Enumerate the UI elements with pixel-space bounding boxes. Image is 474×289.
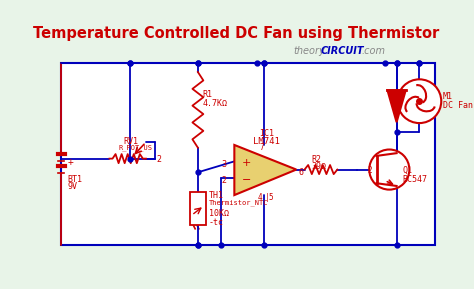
Circle shape <box>398 79 441 123</box>
Text: .com: .com <box>361 46 385 55</box>
Text: |: | <box>265 193 270 202</box>
Text: 4: 4 <box>258 193 263 202</box>
Text: +: + <box>67 157 73 167</box>
Text: LM741: LM741 <box>254 137 280 146</box>
Text: D1: D1 <box>408 95 418 104</box>
Text: RV1: RV1 <box>123 137 138 146</box>
Polygon shape <box>234 145 296 195</box>
Text: R_POT_US: R_POT_US <box>118 144 153 151</box>
Text: M1: M1 <box>443 92 453 101</box>
Text: 2: 2 <box>221 176 227 185</box>
Text: −: − <box>242 175 251 185</box>
Text: +: + <box>242 158 251 168</box>
Text: Thermistor_NTC: Thermistor_NTC <box>209 200 268 206</box>
Text: CIRCUIT: CIRCUIT <box>321 46 365 55</box>
Bar <box>190 192 206 225</box>
Text: 1N4007: 1N4007 <box>408 103 435 112</box>
Text: R1: R1 <box>202 90 212 99</box>
Text: 3: 3 <box>221 160 227 168</box>
Polygon shape <box>387 90 406 122</box>
Text: BT1: BT1 <box>67 175 82 184</box>
Text: R2: R2 <box>312 155 322 164</box>
Text: -tc: -tc <box>209 218 224 227</box>
Text: IC1: IC1 <box>259 129 274 138</box>
Text: 39Ω: 39Ω <box>312 162 327 171</box>
Text: 5: 5 <box>269 193 273 202</box>
Text: 7: 7 <box>260 143 264 152</box>
Text: 10KΩ: 10KΩ <box>209 209 229 218</box>
Text: Q1: Q1 <box>402 166 412 175</box>
Text: BC547: BC547 <box>402 175 427 184</box>
Text: 2: 2 <box>157 155 162 164</box>
Text: 6: 6 <box>298 168 303 177</box>
Bar <box>61 63 435 245</box>
Text: 2: 2 <box>367 166 372 175</box>
Text: 9V: 9V <box>67 182 78 191</box>
Text: Temperature Controlled DC Fan using Thermistor: Temperature Controlled DC Fan using Ther… <box>33 25 439 40</box>
Text: theory: theory <box>293 46 325 55</box>
Text: 4.7KΩ: 4.7KΩ <box>202 99 228 108</box>
Text: DC Fan: DC Fan <box>443 101 473 110</box>
Circle shape <box>369 149 410 190</box>
Text: TH1: TH1 <box>209 190 224 199</box>
